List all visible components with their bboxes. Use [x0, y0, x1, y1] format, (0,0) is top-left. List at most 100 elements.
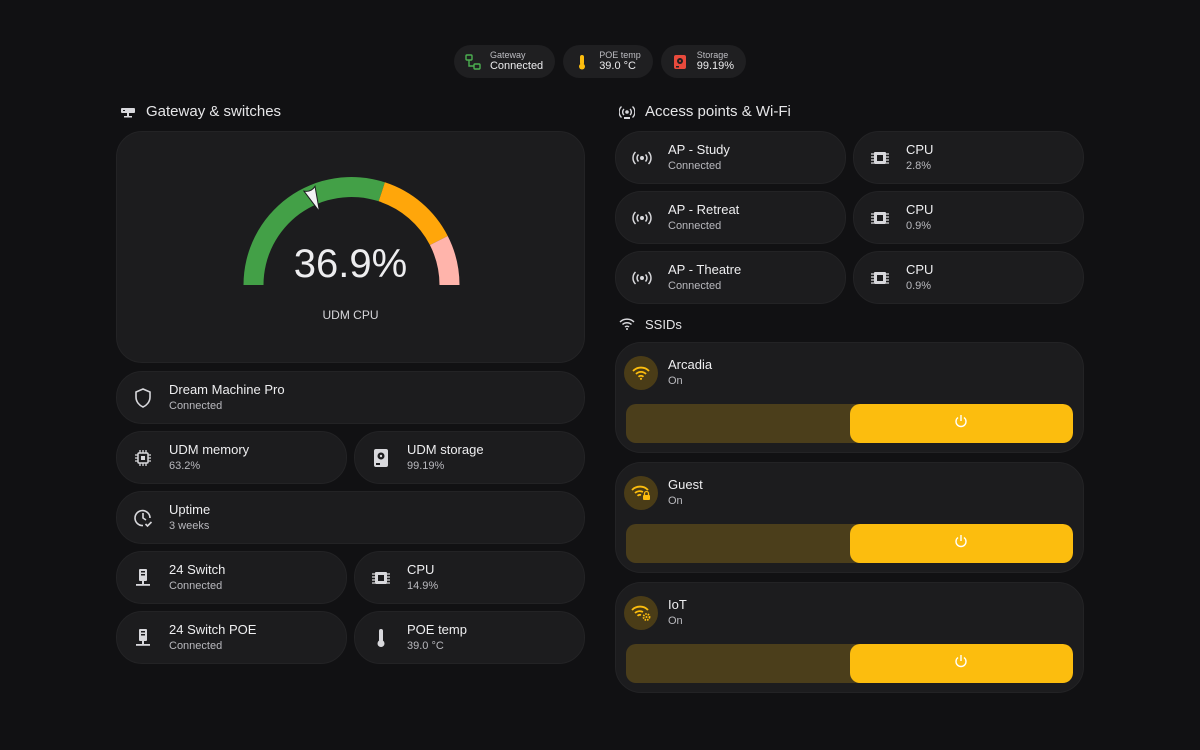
ssid-name: Guest	[668, 477, 703, 493]
switch-24-tile[interactable]: 24 Switch Connected	[116, 551, 347, 604]
access-point-icon	[616, 210, 668, 225]
gateway-section-title: Gateway & switches	[120, 103, 281, 120]
ssid-iot-card[interactable]: IoT On	[615, 582, 1084, 693]
tile-title: 24 Switch	[169, 561, 226, 577]
power-icon	[954, 534, 968, 553]
chip-label: POE temp	[599, 49, 641, 60]
tile-title: Uptime	[169, 501, 211, 517]
chip-label: Storage	[696, 49, 729, 60]
thermometer-icon	[355, 628, 407, 648]
section-title-text: SSIDs	[645, 316, 682, 332]
shield-icon	[117, 387, 169, 408]
clock-check-icon	[117, 508, 169, 528]
access-point-icon	[619, 104, 635, 120]
poe-temp-tile[interactable]: POE temp 39.0 °C	[354, 611, 585, 664]
ap-retreat-cpu-tile[interactable]: CPU 0.9%	[853, 191, 1084, 244]
chip-icon	[117, 449, 169, 467]
tile-value: 14.9%	[407, 579, 439, 592]
switch-24-poe-tile[interactable]: 24 Switch POE Connected	[116, 611, 347, 664]
tile-title: CPU	[906, 141, 934, 157]
tile-value: 39.0 °C	[407, 639, 444, 652]
tile-value: 2.8%	[906, 159, 932, 172]
power-icon	[954, 414, 968, 433]
cpu-icon	[355, 570, 407, 586]
gauge-segment-orange	[378, 182, 448, 246]
tile-value: 63.2%	[169, 459, 201, 472]
tile-title: CPU	[906, 201, 934, 217]
tile-status: Connected	[668, 279, 722, 292]
gauge-value: 36.9%	[293, 242, 408, 286]
uptime-tile[interactable]: Uptime 3 weeks	[116, 491, 585, 544]
tile-title: AP - Retreat	[668, 201, 740, 217]
ssid-arcadia-card[interactable]: Arcadia On	[615, 342, 1084, 453]
status-chip-bar: Gateway Connected POE temp 39.0 °C Stora…	[0, 45, 1200, 78]
tile-title: AP - Study	[668, 141, 730, 157]
wifi-cog-icon	[624, 596, 658, 630]
tile-title: UDM storage	[407, 441, 484, 457]
gauge	[243, 177, 460, 285]
tile-title: AP - Theatre	[668, 261, 742, 277]
ssid-toggle[interactable]	[626, 524, 1073, 563]
section-title-text: Access points & Wi-Fi	[645, 103, 791, 120]
chip-label: Gateway	[489, 49, 526, 60]
tile-title: POE temp	[407, 621, 467, 637]
cpu-icon	[854, 150, 906, 166]
toggle-on-segment[interactable]	[849, 404, 1073, 443]
dream-machine-tile[interactable]: Dream Machine Pro Connected	[116, 371, 585, 424]
ssid-name: Arcadia	[668, 357, 713, 373]
tile-title: UDM memory	[169, 441, 250, 457]
toggle-on-segment[interactable]	[849, 524, 1073, 563]
ssid-name: IoT	[668, 597, 687, 613]
ap-theatre-tile[interactable]: AP - Theatre Connected	[615, 251, 846, 304]
ssid-toggle[interactable]	[626, 644, 1073, 683]
ssid-state: On	[668, 615, 683, 628]
wifi-icon	[619, 316, 635, 332]
chip-value: Connected	[489, 60, 544, 73]
tile-title: CPU	[407, 561, 435, 577]
section-title-text: Gateway & switches	[146, 103, 282, 120]
harddisk-icon	[355, 448, 407, 468]
ap-theatre-cpu-tile[interactable]: CPU 0.9%	[853, 251, 1084, 304]
harddisk-icon	[671, 53, 689, 71]
chip-value: 99.19%	[696, 60, 735, 73]
tile-status: Connected	[169, 399, 223, 412]
power-icon	[954, 654, 968, 673]
router-icon	[120, 104, 136, 120]
gateway-chip[interactable]: Gateway Connected	[453, 45, 556, 78]
ssids-section-title: SSIDs	[619, 316, 682, 332]
poe-temp-chip[interactable]: POE temp 39.0 °C	[563, 45, 653, 78]
tile-value: 3 weeks	[169, 519, 210, 532]
cpu-icon	[854, 270, 906, 286]
access-point-icon	[616, 270, 668, 285]
wifi-lock-icon	[624, 476, 658, 510]
ssid-header: Arcadia On	[616, 356, 712, 390]
tile-status: Connected	[169, 579, 223, 592]
tile-status: Connected	[668, 219, 722, 232]
udm-storage-tile[interactable]: UDM storage 99.19%	[354, 431, 585, 484]
ssid-guest-card[interactable]: Guest On	[615, 462, 1084, 573]
toggle-on-segment[interactable]	[849, 644, 1073, 683]
tile-status: Connected	[668, 159, 722, 172]
access-points-section-title: Access points & Wi-Fi	[619, 103, 791, 120]
tile-value: 0.9%	[906, 219, 932, 232]
ssid-header: Guest On	[616, 476, 703, 510]
ssid-toggle[interactable]	[626, 404, 1073, 443]
gauge-segment-red	[429, 235, 460, 285]
gauge-label: UDM CPU	[322, 308, 379, 322]
tile-value: 99.19%	[407, 459, 445, 472]
tile-title: CPU	[906, 261, 934, 277]
ssid-header: IoT On	[616, 596, 687, 630]
switch-icon	[117, 628, 169, 648]
storage-chip[interactable]: Storage 99.19%	[660, 45, 747, 78]
switch-icon	[117, 568, 169, 588]
ap-study-tile[interactable]: AP - Study Connected	[615, 131, 846, 184]
switch-24-cpu-tile[interactable]: CPU 14.9%	[354, 551, 585, 604]
ap-study-cpu-tile[interactable]: CPU 2.8%	[853, 131, 1084, 184]
udm-memory-tile[interactable]: UDM memory 63.2%	[116, 431, 347, 484]
ap-retreat-tile[interactable]: AP - Retreat Connected	[615, 191, 846, 244]
tile-title: 24 Switch POE	[169, 621, 257, 637]
wifi-icon	[624, 356, 658, 390]
tile-value: 0.9%	[906, 279, 932, 292]
udm-cpu-gauge-card[interactable]: 36.9% UDM CPU	[116, 131, 585, 363]
tile-status: Connected	[169, 639, 223, 652]
